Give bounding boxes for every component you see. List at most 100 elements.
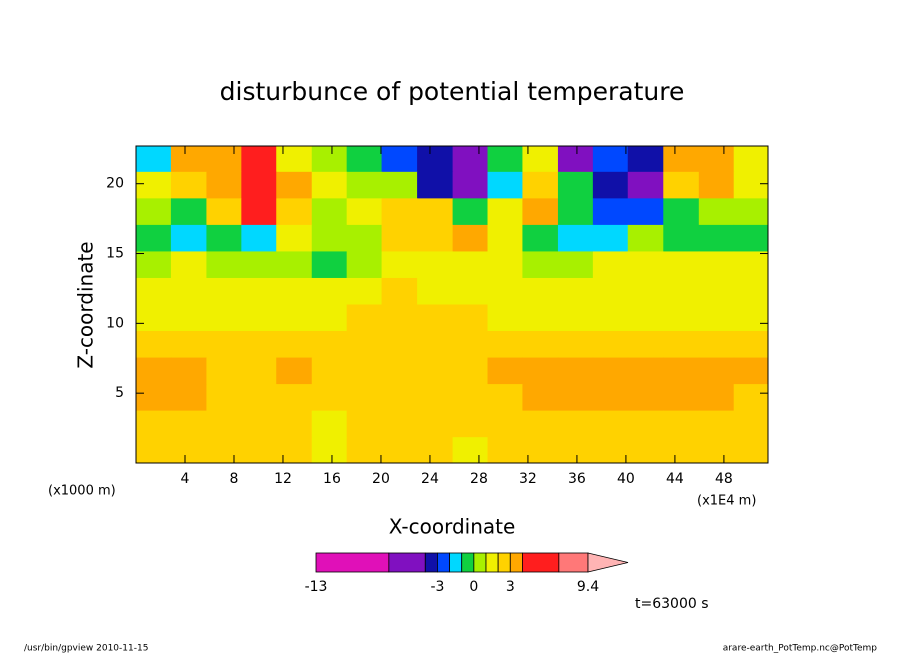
field-cell [487, 437, 523, 464]
field-cell [417, 277, 454, 305]
y-axis-label: Z-coordinate [74, 241, 98, 368]
x-tick-label: 4 [181, 471, 190, 487]
field-cell [206, 277, 242, 305]
field-cell [698, 198, 735, 226]
field-cell [136, 224, 172, 252]
field-cell [663, 437, 700, 464]
field-cell [206, 410, 242, 438]
field-cell [663, 357, 700, 385]
field-cell [698, 384, 735, 412]
field-cell [698, 277, 735, 305]
field-cell [592, 277, 629, 305]
field-cell [346, 331, 383, 359]
field-cell [136, 384, 172, 412]
field-cell [241, 437, 277, 464]
field-cell [276, 171, 313, 199]
field-cell [733, 277, 769, 305]
field-cell [733, 410, 769, 438]
field-cell [557, 437, 594, 464]
field-cell [452, 331, 489, 359]
colorbar-segment [558, 552, 589, 573]
field-cell [417, 410, 454, 438]
field-cell [346, 251, 383, 279]
field-cell [381, 384, 418, 412]
field-cell [627, 171, 664, 199]
field-cell [170, 384, 207, 412]
field-cell [522, 410, 559, 438]
field-cell [627, 304, 664, 332]
field-cell [170, 198, 207, 226]
field-cell [627, 251, 664, 279]
field-cell [417, 437, 454, 464]
field-cell [487, 146, 523, 173]
field-cell [381, 171, 418, 199]
field-cell [557, 198, 594, 226]
colorbar: -13 -3 0 3 9.4 [305, 552, 629, 595]
field-cell [627, 357, 664, 385]
colorbar-arrow [587, 552, 629, 573]
field-cell [136, 357, 172, 385]
field-cell [733, 251, 769, 279]
field-cell [346, 357, 383, 385]
field-cell [136, 198, 172, 226]
x-tick-label: 36 [568, 471, 586, 487]
field-cell [136, 410, 172, 438]
field-cell [170, 331, 207, 359]
field-cell [170, 251, 207, 279]
field-cell [698, 146, 735, 173]
colorbar-tick-label: -13 [305, 579, 328, 595]
field-cell [698, 304, 735, 332]
field-cell [136, 304, 172, 332]
field-cell [627, 437, 664, 464]
y-tick-label: 5 [115, 385, 124, 401]
x-axis-label: X-coordinate [389, 515, 516, 539]
field-cell [592, 224, 629, 252]
field-cell [311, 437, 348, 464]
field-cell [522, 251, 559, 279]
field-cell [241, 251, 277, 279]
field-cell [557, 146, 594, 173]
field-cell [592, 304, 629, 332]
field-cell [698, 171, 735, 199]
field-cell [452, 357, 489, 385]
colorbar-segment [522, 552, 560, 573]
footer-right: arare-earth_PotTemp.nc@PotTemp [723, 644, 878, 654]
field-cell [206, 384, 242, 412]
field-cell [557, 304, 594, 332]
x-tick-label: 8 [230, 471, 239, 487]
field-cell [663, 384, 700, 412]
field-cell [698, 410, 735, 438]
field-cell [627, 198, 664, 226]
x-tick-label: 16 [323, 471, 341, 487]
field-cell [241, 224, 277, 252]
colorbar-tick-label: 3 [506, 579, 515, 595]
field-cell [522, 198, 559, 226]
field-cell [733, 304, 769, 332]
field-cell [311, 357, 348, 385]
field-cell [346, 171, 383, 199]
field-cell [592, 384, 629, 412]
field-cell [311, 251, 348, 279]
field-cell [487, 410, 523, 438]
field-cell [627, 410, 664, 438]
field-cell [276, 224, 313, 252]
field-cell [276, 410, 313, 438]
field-cell [206, 198, 242, 226]
field-cell [346, 198, 383, 226]
field-cell [276, 146, 313, 173]
field-cell [557, 384, 594, 412]
field-cell [557, 331, 594, 359]
field-cell [276, 277, 313, 305]
field-cell [417, 251, 454, 279]
field-cell [241, 198, 277, 226]
field-cell [170, 304, 207, 332]
field-cell [241, 384, 277, 412]
field-cell [381, 331, 418, 359]
field-cell [452, 251, 489, 279]
chart-title: disturbunce of potential temperature [220, 77, 685, 106]
field-cell [452, 410, 489, 438]
field-cell [557, 357, 594, 385]
field-cell [381, 251, 418, 279]
field-cell [136, 331, 172, 359]
